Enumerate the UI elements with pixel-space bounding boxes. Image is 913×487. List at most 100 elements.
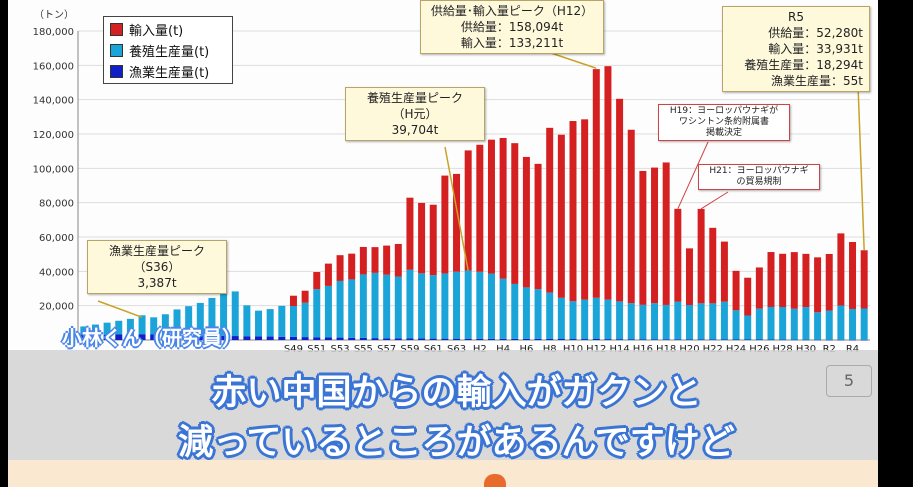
bar-aquaculture	[546, 292, 554, 339]
speaker-label: 小林くん（研究員）	[62, 326, 242, 350]
annotation-h19-line3: 掲載決定	[705, 128, 742, 138]
bar-aquaculture	[91, 324, 99, 335]
bar-fishery	[744, 339, 752, 341]
bar-aquaculture	[406, 269, 414, 339]
bar-fishery	[825, 339, 833, 341]
bar-import	[616, 98, 624, 302]
bar-fishery	[243, 336, 251, 340]
bar-fishery	[720, 339, 728, 340]
bar-chart: 180,000 160,000 140,000 120,000 100,000 80,00…	[33, 27, 870, 355]
x-tick-label: S63	[447, 344, 466, 355]
bar-aquaculture	[814, 312, 822, 340]
bar-fishery	[266, 336, 274, 340]
bar-fishery	[569, 339, 577, 340]
bar-fishery	[685, 339, 693, 340]
x-tick-label: S59	[400, 344, 419, 355]
annotation-supply-peak: 供給量･輸入量ピーク（H12） 供給量：158,094t 輸入量：133,211…	[420, 0, 604, 54]
legend-label-aquaculture: 養殖生産量(t)	[129, 44, 210, 60]
bar-fishery	[849, 339, 857, 341]
bar-import	[779, 253, 787, 308]
bar-fishery	[814, 339, 822, 341]
bar-fishery	[220, 335, 228, 340]
bar-fishery	[371, 338, 379, 340]
bar-fishery	[324, 337, 332, 340]
annotation-aquaculture-peak-value: 39,704t	[391, 123, 439, 137]
bar-fishery	[732, 339, 740, 340]
bar-import	[767, 252, 775, 307]
bar-aquaculture	[150, 317, 158, 335]
bar-aquaculture	[557, 297, 565, 340]
bar-fishery	[278, 336, 286, 340]
bar-aquaculture	[651, 303, 659, 340]
bar-fishery	[464, 338, 472, 340]
bar-import	[301, 290, 309, 303]
bar-fishery	[616, 339, 624, 340]
bar-import	[371, 247, 379, 273]
subtitle-line-2: 減っているところがあるんですけど	[178, 423, 735, 463]
bar-import	[849, 242, 857, 309]
bar-import	[581, 119, 589, 300]
bar-fishery	[394, 338, 402, 340]
legend-item-import: 輸入量(t)	[110, 20, 226, 39]
annotation-supply-peak-title: 供給量･輸入量ピーク（H12）	[430, 4, 594, 18]
bar-aquaculture	[487, 273, 495, 339]
bar-import	[511, 143, 519, 284]
x-tick-label: S51	[307, 344, 326, 355]
bar-import	[418, 202, 426, 274]
bar-fishery	[418, 338, 426, 340]
x-tick-label: S57	[377, 344, 396, 355]
bar-aquaculture	[115, 320, 123, 335]
y-tick-label: 20,000	[39, 302, 74, 313]
bar-aquaculture	[103, 322, 111, 335]
bar-aquaculture	[790, 308, 798, 340]
bar-aquaculture	[744, 315, 752, 340]
bar-fishery	[289, 336, 297, 340]
bar-aquaculture	[464, 270, 472, 339]
y-tick-label: 160,000	[33, 61, 74, 72]
x-tick-label: R4	[846, 344, 859, 355]
annotation-r5-supply: 供給量：52,280t	[768, 26, 863, 40]
bar-aquaculture	[301, 302, 309, 338]
bar-fishery	[231, 336, 239, 340]
bar-import	[464, 150, 472, 271]
bar-fishery	[651, 339, 659, 340]
legend-swatch-fishery	[110, 64, 123, 78]
bar-import	[383, 245, 391, 275]
bar-fishery	[755, 339, 763, 341]
bar-fishery	[487, 338, 495, 340]
bar-fishery	[476, 338, 484, 340]
bar-import	[604, 66, 612, 300]
bar-aquaculture	[511, 283, 519, 339]
subtitle-line-1: 赤い中国からの輸入がガクンと	[211, 373, 702, 413]
page-number: 5	[826, 365, 872, 397]
x-tick-label: S53	[331, 344, 350, 355]
bar-aquaculture	[522, 287, 530, 339]
bar-fishery	[499, 338, 507, 340]
bar-fishery	[115, 334, 123, 340]
bar-fishery	[627, 339, 635, 340]
bar-aquaculture	[255, 310, 263, 337]
bar-fishery	[91, 334, 99, 340]
bar-aquaculture	[383, 274, 391, 339]
bar-aquaculture	[604, 299, 612, 340]
annotation-aquaculture-peak-year: （H元）	[392, 107, 438, 121]
bar-fishery	[511, 338, 519, 340]
leader-supply-peak	[547, 51, 597, 69]
annotation-h19-line2: ワシントン条約附属書	[678, 117, 769, 127]
leader-aquaculture-peak	[444, 146, 469, 271]
legend-item-aquaculture: 養殖生産量(t)	[110, 41, 226, 60]
x-tick-label: H4	[496, 344, 510, 355]
bar-aquaculture	[581, 299, 589, 340]
bar-fishery	[150, 334, 158, 340]
annotation-fishery-peak-value: 3,387t	[137, 276, 177, 290]
legend-swatch-import	[110, 22, 123, 36]
annotation-aquaculture-peak: 養殖生産量ピーク （H元） 39,704t	[345, 87, 485, 141]
x-tick-label: H6	[519, 344, 533, 355]
bar-import	[814, 257, 822, 313]
bar-import	[487, 139, 495, 274]
legend-item-fishery: 漁業生産量(t)	[110, 62, 226, 81]
x-tick-label: H28	[773, 344, 793, 355]
bar-import	[313, 272, 321, 290]
bar-import	[546, 127, 554, 293]
y-tick-label: 100,000	[33, 164, 74, 175]
